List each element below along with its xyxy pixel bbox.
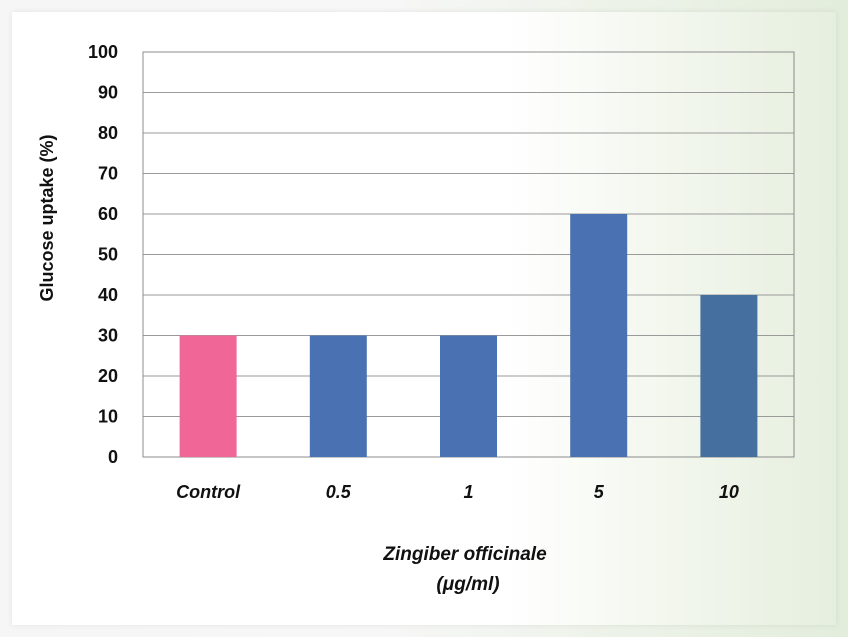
- y-tick-label: 10: [98, 407, 118, 427]
- bars: [179, 214, 758, 457]
- x-axis-category-labels: Control 0.5 1 5 10: [176, 482, 739, 502]
- x-axis-unit: (μg/ml): [436, 574, 499, 595]
- x-axis-title: Zingiber officinale: [382, 544, 547, 565]
- y-tick-label: 20: [98, 366, 118, 386]
- x-category-label: 5: [594, 482, 605, 502]
- x-category-label: 1: [463, 482, 473, 502]
- y-axis-tick-labels: 0 10 20 30 40 50 60 70 80 90 100: [88, 42, 118, 467]
- y-tick-label: 30: [98, 326, 118, 346]
- bar-control: [179, 335, 237, 457]
- bar-1: [440, 335, 497, 457]
- x-category-label: Control: [176, 482, 241, 502]
- y-tick-label: 60: [98, 204, 118, 224]
- bar-5: [570, 214, 628, 457]
- bar-10: [700, 295, 758, 457]
- bar-0-5: [309, 335, 367, 457]
- y-tick-label: 70: [98, 164, 118, 184]
- y-tick-label: 80: [98, 123, 118, 143]
- x-category-label: 0.5: [326, 482, 352, 502]
- y-tick-label: 0: [108, 447, 118, 467]
- y-tick-label: 50: [98, 245, 118, 265]
- y-tick-label: 100: [88, 42, 118, 62]
- y-tick-label: 90: [98, 83, 118, 103]
- y-axis-title: Glucose uptake (%): [37, 134, 57, 301]
- y-tick-label: 40: [98, 285, 118, 305]
- chart-card: [12, 12, 836, 625]
- x-category-label: 10: [719, 482, 739, 502]
